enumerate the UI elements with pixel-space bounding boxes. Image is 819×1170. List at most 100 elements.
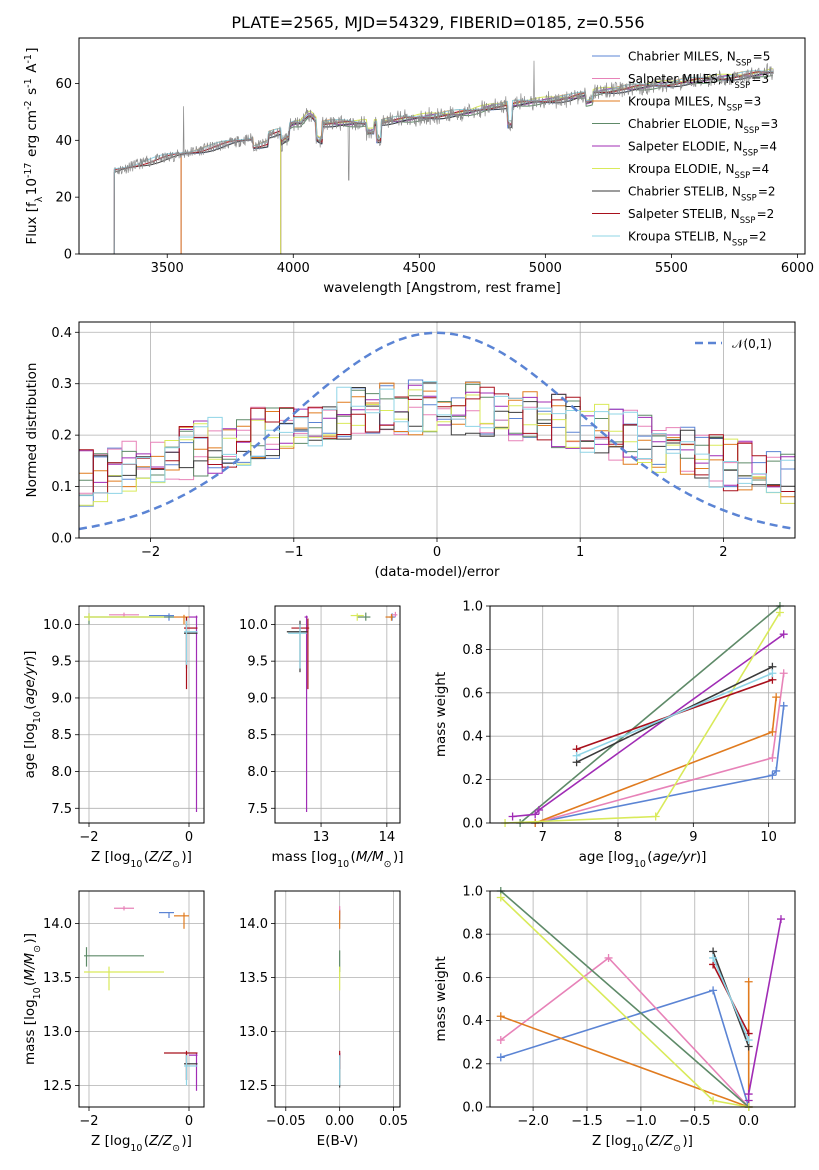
weight-vs-age-frame [489,605,796,824]
weight-marker [709,953,718,962]
spectrum-frame [78,37,806,255]
y-tick-label: 10.0 [239,618,268,633]
normal-reference-curve [79,331,795,531]
y-tick-label: 0.2 [462,1057,483,1072]
x-tick-label: −1.5 [571,1114,603,1129]
x-tick-label: 13 [313,830,330,845]
weight-vs-Z-frame [489,890,796,1108]
y-tick-label: 7.5 [51,802,72,817]
mass-vs-Z-axes: −2 0 12.5 13.0 13.5 14.0 Z [log10 (Z/Z⊙ )] mass… [22,891,204,1154]
spectrum-series [79,60,774,254]
weight-line [512,633,785,818]
x-tick-label: −2.0 [517,1114,549,1129]
x-tick-label: 9 [689,830,697,845]
x-tick-label: −0.05 [266,1114,306,1129]
spectrum-model-line [79,70,773,254]
y-tick-label: 8.5 [247,728,268,743]
weight-marker [775,608,784,617]
x-axis-label: mass [log10 (M/M⊙ )] [272,849,404,870]
y-tick-label: 13.0 [43,1025,72,1040]
x-tick-label: 7 [539,830,547,845]
x-axis-label: Z [log10 (Z/Z⊙ )] [91,1133,192,1154]
weight-line [505,612,781,824]
weight-line [519,605,781,824]
y-tick-label: 0.4 [51,326,72,341]
mass-vs-EBV-axes: −0.05 0.00 0.05 12.5 13.0 13.5 14.0 E(B-V) [239,891,408,1149]
x-tick-label: 2 [719,545,727,560]
weight-marker [779,701,788,710]
x-tick-label: 14 [379,830,396,845]
x-tick-label: 0.00 [325,1114,354,1129]
weight-marker [744,977,753,986]
weight-marker [496,1036,505,1045]
y-tick-label: 40 [55,134,72,149]
y-tick-label: 9.0 [247,691,268,706]
y-tick-label: 60 [55,77,72,92]
weight-line [500,989,750,1108]
y-axis-label: age [log10 (age/yr)] [22,651,43,779]
legend-label: Chabrier MILES, NSSP =5 [628,50,770,68]
x-axis-label: wavelength [Angstrom, rest frame] [323,280,561,296]
legend-label: Kroupa STELIB, NSSP =2 [628,230,766,248]
weight-marker [768,669,777,678]
x-tick-label: 0 [185,1114,193,1129]
x-tick-label: 5000 [529,261,562,276]
y-tick-label: 0.6 [462,971,483,986]
weight-line [500,956,750,1108]
weight-marker [508,812,517,821]
y-tick-label: 8.0 [247,765,268,780]
weight-marker [496,1012,505,1021]
x-tick-label: 0 [433,545,441,560]
x-tick-label: 1 [576,545,584,560]
x-tick-label: 3500 [151,261,184,276]
legend-label: Kroupa ELODIE, NSSP =4 [628,162,769,180]
weight-marker [768,771,777,780]
weight-marker [709,1096,718,1105]
y-tick-label: 0.4 [462,1014,483,1029]
age-vs-Z-frame [78,605,205,824]
mass-vs-Z-frame [78,890,205,1108]
weight-marker [768,753,777,762]
weight-marker [604,953,613,962]
weight-marker [779,669,788,678]
age-vs-mass-axes: 13 14 7.5 8.0 8.5 9.0 9.5 10.0 mass [log10 (M/M⊙… [239,606,403,870]
y-tick-label: 14.0 [239,917,268,932]
y-tick-label: 13.0 [239,1025,268,1040]
weight-marker [772,766,781,775]
y-tick-label: 0.2 [51,429,72,444]
plots-layer: 3500 4000 4500 5000 5500 60000204060wavelengt… [22,37,814,1154]
x-tick-label: −2 [79,830,98,845]
mass-vs-EBV-frame [274,890,401,1108]
mass-vs-Z-points [84,906,198,1091]
histogram-step [79,381,795,497]
residuals-frame [78,321,796,539]
x-tick-label: 0 [185,830,193,845]
weight-line [534,697,777,824]
y-tick-label: 14.0 [43,917,72,932]
y-axis-label: mass weight [433,956,449,1041]
x-tick-label: 4000 [277,261,310,276]
weight-vs-Z-series [496,887,785,1111]
x-tick-label: −1.0 [625,1114,657,1129]
legend-label: Salpeter ELODIE, NSSP =4 [628,140,777,158]
y-tick-label: 7.5 [247,802,268,817]
y-tick-label: 0.2 [462,773,483,788]
y-tick-label: 12.5 [239,1079,268,1094]
histogram-series [79,331,795,531]
weight-marker [496,893,505,902]
weight-marker [776,915,785,924]
weight-marker [651,812,660,821]
y-tick-label: 8.5 [51,728,72,743]
age-vs-Z-points [84,612,198,812]
x-axis-label: Z [log10 (Z/Z⊙ )] [91,849,192,870]
y-tick-label: 9.5 [51,655,72,670]
weight-marker [779,630,788,639]
legend-label: Kroupa MILES, NSSP =3 [628,95,761,113]
x-tick-label: 0.0 [738,1114,759,1129]
weight-line [535,705,785,824]
x-tick-label: 5500 [655,261,688,276]
weight-marker [572,751,581,760]
legend-label: 𝒩(0,1) [732,337,772,351]
y-tick-label: 12.5 [43,1079,72,1094]
